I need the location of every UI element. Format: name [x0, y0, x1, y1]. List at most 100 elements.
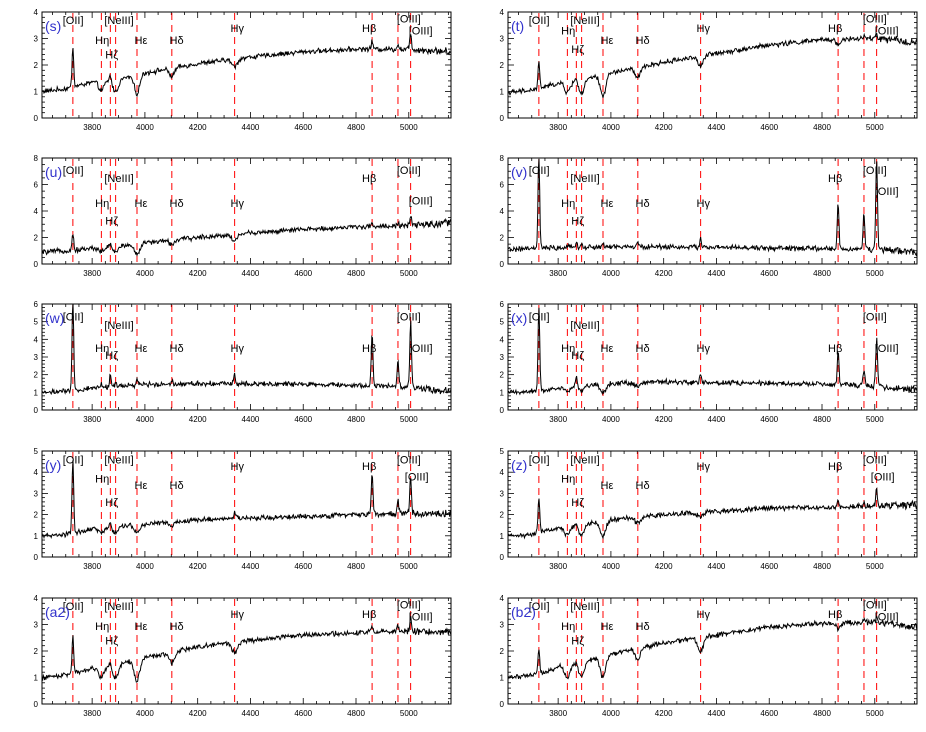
x-tick-label: 4800	[347, 415, 365, 424]
y-tick-label: 0	[34, 114, 39, 123]
line-annotation: [OIII]	[863, 454, 887, 466]
line-annotation: Hγ	[231, 23, 245, 35]
x-tick-label: 3800	[83, 269, 101, 278]
panel-b2: 3800 4000 4200 4400 4600 4800 5000 0 1 2 3 4 [OII] [N…	[500, 594, 918, 718]
line-annotation: Hβ	[362, 23, 376, 35]
line-annotation: Hε	[135, 621, 148, 633]
line-annotation: Hε	[135, 343, 148, 355]
y-tick-label: 2	[34, 234, 39, 243]
panel-label: (b2)	[511, 604, 536, 620]
plot-frame	[507, 450, 918, 558]
x-tick-label: 4000	[136, 269, 154, 278]
x-tick-label: 4800	[347, 562, 365, 571]
x-tick-label: 4600	[294, 415, 312, 424]
line-annotation: Hε	[601, 35, 614, 47]
line-annotation: Hζ	[571, 350, 584, 362]
line-annotation: [NeIII]	[104, 320, 133, 332]
line-annotation: Hγ	[231, 609, 245, 621]
y-tick-label: 4	[34, 594, 39, 603]
y-tick-label: 4	[34, 468, 39, 477]
line-annotation: Hη	[561, 474, 575, 486]
line-annotation: Hη	[561, 26, 575, 38]
y-tick-label: 5	[34, 318, 39, 327]
line-annotation: Hδ	[636, 480, 650, 492]
line-annotation: Hε	[601, 343, 614, 355]
x-tick-label: 5000	[400, 123, 418, 132]
x-tick-label: 4400	[242, 269, 260, 278]
line-annotation: Hη	[95, 35, 109, 47]
line-annotation: [NeIII]	[104, 173, 133, 185]
x-tick-label: 4400	[242, 123, 260, 132]
y-tick-label: 1	[34, 532, 39, 541]
x-tick-label: 4600	[294, 709, 312, 718]
line-annotation: [OIII]	[863, 165, 887, 177]
y-tick-label: 0	[34, 406, 39, 415]
line-annotation: Hβ	[362, 173, 376, 185]
x-tick-label: 4000	[136, 415, 154, 424]
y-tick-label: 4	[500, 594, 505, 603]
line-annotation: [OIII]	[397, 600, 421, 612]
x-tick-label: 4400	[708, 415, 726, 424]
line-annotation: [OIII]	[397, 454, 421, 466]
x-tick-label: 4200	[655, 269, 673, 278]
y-tick-label: 3	[500, 621, 505, 630]
y-tick-label: 1	[34, 674, 39, 683]
line-annotation: Hδ	[636, 35, 650, 47]
y-tick-label: 0	[500, 114, 505, 123]
y-tick-label: 8	[34, 154, 39, 163]
line-annotation: [NeIII]	[104, 15, 133, 27]
y-tick-label: 2	[500, 647, 505, 656]
line-annotation: [OII]	[529, 454, 550, 466]
y-tick-label: 2	[34, 511, 39, 520]
spectrum-line	[508, 307, 917, 396]
line-annotation: [OII]	[529, 311, 550, 323]
line-annotation: Hη	[561, 198, 575, 210]
x-tick-label: 3800	[549, 709, 567, 718]
line-annotation: [OIII]	[409, 612, 433, 624]
y-tick-label: 1	[500, 388, 505, 397]
line-annotation: [NeIII]	[104, 454, 133, 466]
y-tick-label: 5	[500, 447, 505, 456]
y-tick-label: 6	[500, 181, 505, 190]
x-tick-label: 4400	[708, 562, 726, 571]
panel-u: 3800 4000 4200 4400 4600 4800 5000 0 2 4 6 8 [OII] [N…	[34, 154, 452, 278]
y-tick-label: 4	[500, 468, 505, 477]
line-annotation: [OII]	[529, 601, 550, 613]
x-tick-label: 4400	[708, 269, 726, 278]
line-annotation: [OIII]	[397, 165, 421, 177]
x-tick-label: 3800	[83, 123, 101, 132]
line-annotation: Hγ	[697, 461, 711, 473]
line-annotation: Hζ	[105, 635, 118, 647]
line-annotation: Hζ	[571, 44, 584, 56]
plot-frame	[41, 597, 452, 705]
x-tick-label: 4600	[760, 269, 778, 278]
line-annotation: Hδ	[636, 198, 650, 210]
plot-frame	[41, 450, 452, 558]
line-annotation: Hη	[561, 343, 575, 355]
panel-label: (u)	[45, 164, 62, 180]
x-tick-label: 4600	[294, 562, 312, 571]
x-tick-label: 4800	[813, 562, 831, 571]
line-annotation: [OIII]	[397, 14, 421, 26]
y-tick-label: 2	[500, 61, 505, 70]
panel-a2: 3800 4000 4200 4400 4600 4800 5000 0 1 2 3 4 [OII] [N…	[34, 594, 452, 718]
y-tick-label: 3	[34, 353, 39, 362]
x-tick-label: 3800	[549, 123, 567, 132]
plot-frame	[41, 157, 452, 265]
x-tick-label: 5000	[866, 709, 884, 718]
line-annotation: [OIII]	[875, 26, 899, 38]
y-tick-label: 6	[500, 300, 505, 309]
panel-label: (s)	[45, 18, 61, 34]
line-annotation: Hδ	[170, 198, 184, 210]
line-annotation: Hβ	[828, 461, 842, 473]
spectrum-line	[508, 32, 917, 98]
line-annotation: Hε	[135, 480, 148, 492]
spectrum-line	[42, 304, 451, 396]
line-annotation: Hδ	[636, 621, 650, 633]
x-tick-label: 5000	[866, 562, 884, 571]
line-annotation: Hγ	[697, 609, 711, 621]
y-tick-label: 3	[34, 35, 39, 44]
line-annotation: Hβ	[362, 609, 376, 621]
